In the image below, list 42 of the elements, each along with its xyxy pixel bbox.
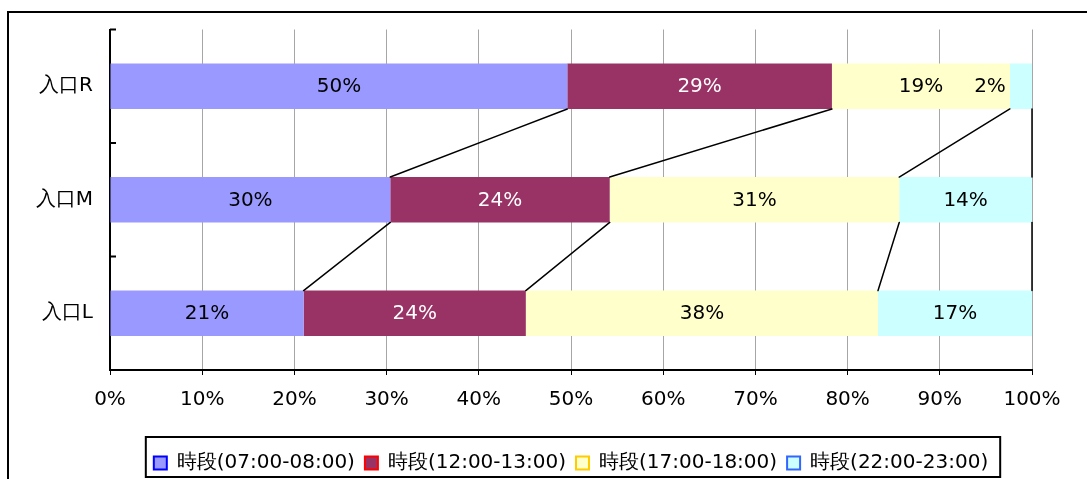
legend-label: 時段(12:00-13:00) bbox=[387, 449, 567, 474]
bar bbox=[525, 290, 879, 336]
bar bbox=[110, 290, 304, 336]
data-label: 14% bbox=[943, 186, 988, 211]
data-label: 29% bbox=[677, 73, 722, 98]
bar bbox=[303, 290, 526, 336]
y-tick-label: 入口R bbox=[39, 72, 94, 97]
data-label: 31% bbox=[732, 186, 777, 211]
data-label: 24% bbox=[392, 300, 437, 325]
bar bbox=[1009, 63, 1032, 109]
legend-label: 時段(07:00-08:00) bbox=[176, 449, 355, 474]
bar bbox=[110, 63, 568, 109]
data-label: 21% bbox=[184, 300, 230, 325]
x-tick-label: 0% bbox=[94, 386, 126, 411]
bar bbox=[390, 177, 610, 223]
bar bbox=[878, 290, 1032, 336]
x-tick-label: 20% bbox=[272, 386, 317, 411]
bar bbox=[609, 177, 900, 223]
x-tick-label: 70% bbox=[733, 386, 778, 411]
x-tick-label: 50% bbox=[548, 386, 594, 411]
y-tick-label: 入口M bbox=[35, 185, 93, 210]
bar bbox=[831, 63, 1010, 109]
bar bbox=[899, 177, 1032, 223]
data-label: 24% bbox=[477, 186, 523, 211]
x-tick-label: 100% bbox=[1003, 386, 1061, 411]
bar bbox=[110, 177, 391, 223]
data-label: 50% bbox=[316, 73, 362, 98]
data-label: 30% bbox=[228, 186, 273, 211]
legend-label: 時段(17:00-18:00) bbox=[599, 449, 778, 474]
y-tick-label: 入口L bbox=[41, 299, 94, 324]
x-tick-label: 80% bbox=[825, 386, 870, 411]
x-tick-label: 30% bbox=[364, 386, 409, 411]
x-tick-label: 10% bbox=[179, 386, 225, 411]
x-tick-label: 90% bbox=[917, 386, 963, 411]
legend-label: 時段(22:00-23:00) bbox=[810, 449, 989, 474]
bar bbox=[567, 63, 832, 109]
data-label: 2% bbox=[974, 73, 1006, 98]
data-label: 38% bbox=[679, 300, 725, 325]
x-tick-label: 60% bbox=[640, 386, 686, 411]
data-label: 17% bbox=[932, 300, 978, 325]
data-label: 19% bbox=[898, 73, 944, 98]
x-tick-label: 40% bbox=[456, 386, 502, 411]
